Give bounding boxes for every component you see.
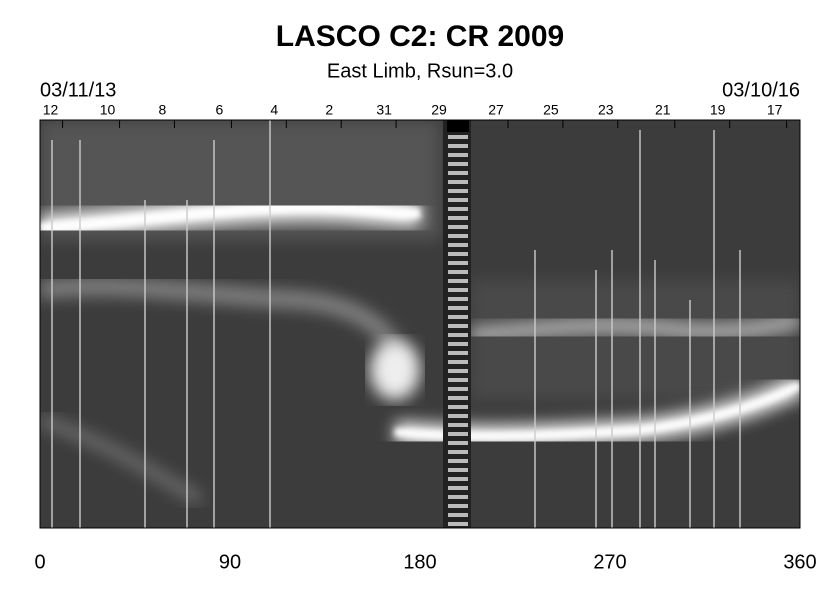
gap-stripe [448, 513, 468, 517]
start-date: 03/11/13 [40, 79, 116, 101]
gap-stripe [448, 378, 468, 382]
x-tick-label: 180 [403, 551, 436, 573]
top-tick-label: 19 [710, 102, 726, 118]
gap-stripe [448, 360, 468, 364]
streamer-band [40, 202, 421, 233]
x-tick-label: 360 [783, 551, 816, 573]
top-tick-label: 23 [598, 102, 614, 118]
gap-stripe [448, 333, 468, 337]
gap-stripe [448, 387, 468, 391]
top-tick-label: 6 [216, 102, 224, 118]
gap-stripe [448, 144, 468, 148]
gap-stripe [448, 423, 468, 427]
gap-stripe [448, 207, 468, 211]
chart-title: LASCO C2: CR 2009 [276, 20, 564, 53]
plot-frame [39, 119, 801, 529]
x-tick-label: 90 [219, 551, 241, 573]
top-tick-label: 31 [376, 102, 392, 118]
top-tick-label: 8 [159, 102, 167, 118]
streamer-band [40, 415, 203, 505]
gap-stripe [448, 234, 468, 238]
gap-stripe [448, 135, 468, 139]
gap-stripe [448, 243, 468, 247]
gap-stripe [448, 342, 468, 346]
synoptic-image [40, 120, 800, 528]
top-tick-label: 10 [100, 102, 116, 118]
gap-stripe [448, 414, 468, 418]
streaks [51, 120, 741, 528]
top-tick-label: 4 [270, 102, 278, 118]
bright-blob [370, 340, 420, 400]
gap-stripe [448, 441, 468, 445]
gap-stripe [448, 396, 468, 400]
gap-top [447, 120, 469, 132]
gap-stripe [448, 432, 468, 436]
gap-stripe [448, 171, 468, 175]
top-tick-label: 29 [431, 102, 447, 118]
gap-stripe [448, 477, 468, 481]
gap-stripe [448, 189, 468, 193]
gap-stripe [448, 288, 468, 292]
streamer-band [40, 278, 408, 363]
gap-stripe [448, 324, 468, 328]
top-tick-label: 2 [325, 102, 333, 118]
gap-stripe [448, 153, 468, 157]
gap-stripe [448, 180, 468, 184]
gap-stripe [448, 486, 468, 490]
gap-stripe [448, 198, 468, 202]
gap-stripe [448, 216, 468, 220]
gap-stripe [448, 270, 468, 274]
gap-stripe [448, 225, 468, 229]
end-date: 03/10/16 [722, 79, 800, 101]
gap-stripe [448, 261, 468, 265]
gap-stripes [447, 120, 469, 526]
x-tick-label: 0 [34, 551, 45, 573]
gap-stripe [448, 405, 468, 409]
gap-stripe [448, 468, 468, 472]
chart-subtitle: East Limb, Rsun=3.0 [327, 60, 513, 82]
gap-stripe [448, 306, 468, 310]
gap-stripe [448, 459, 468, 463]
gap-stripe [448, 450, 468, 454]
gap-stripe [448, 369, 468, 373]
gap-stripe [448, 297, 468, 301]
top-tick-label: 17 [767, 102, 783, 118]
gap-stripe [448, 504, 468, 508]
gap-stripe [448, 162, 468, 166]
top-tick-label: 21 [655, 102, 671, 118]
x-tick-label: 270 [593, 551, 626, 573]
gap-stripe [448, 279, 468, 283]
gap-stripe [448, 495, 468, 499]
top-tick-label: 25 [543, 102, 559, 118]
gap-stripe [448, 315, 468, 319]
gap-stripe [448, 522, 468, 526]
gap-stripe [448, 351, 468, 355]
gap-stripe [448, 252, 468, 256]
streamer-band [469, 313, 800, 342]
top-tick-label: 12 [43, 102, 59, 118]
glow [470, 280, 800, 400]
top-tick-label: 27 [488, 102, 504, 118]
